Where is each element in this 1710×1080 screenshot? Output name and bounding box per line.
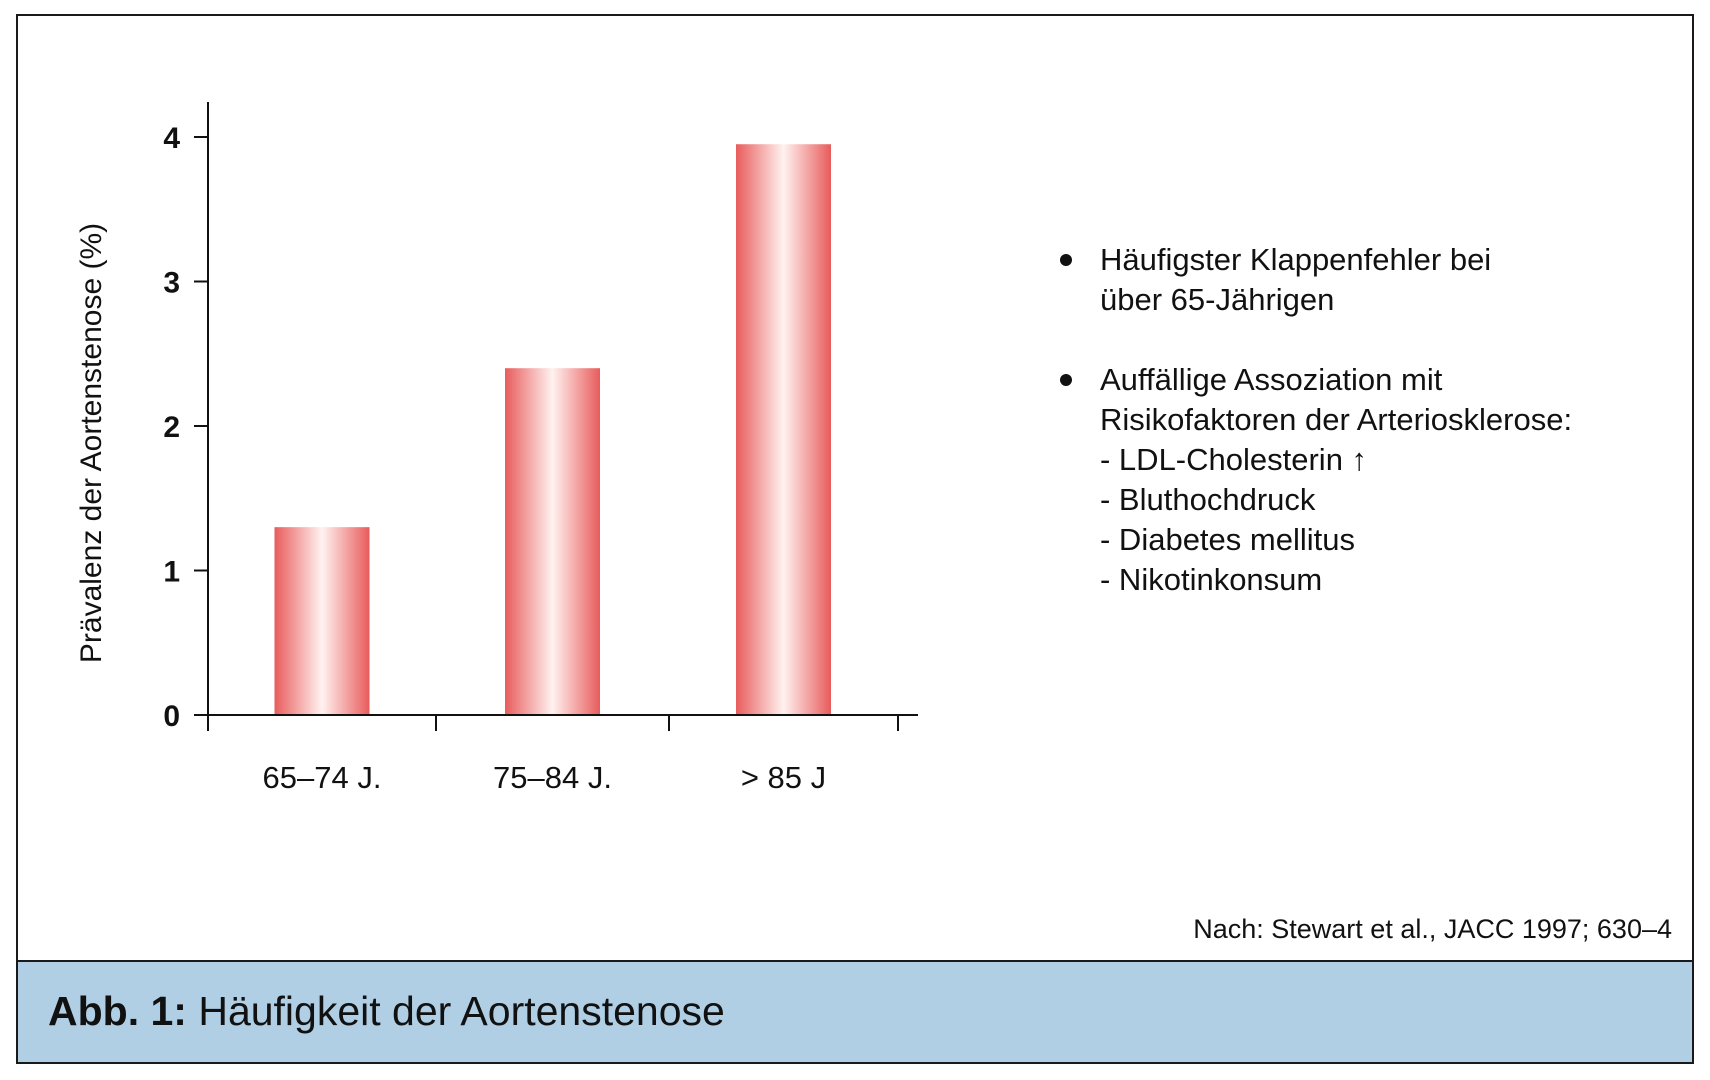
caption-text: Häufigkeit der Aortenstenose <box>186 988 725 1034</box>
bar-1 <box>274 527 370 715</box>
y-tick-label: 2 <box>163 411 180 444</box>
caption-bar: Abb. 1: Häufigkeit der Aortenstenose <box>18 960 1692 1062</box>
notes-list: Häufigster Klappenfehler bei über 65-Jäh… <box>1048 240 1668 640</box>
note-sub-item: - Diabetes mellitus <box>1100 522 1355 557</box>
note-item-2: Auffällige Assoziation mit Risikofaktore… <box>1048 360 1668 600</box>
note-sub-item: - LDL-Cholesterin ↑ <box>1100 442 1368 477</box>
source-citation: Nach: Stewart et al., JACC 1997; 630–4 <box>1193 914 1672 944</box>
bar-chart: 0 1 2 3 4 65–74 J. 75–84 J. > 85 J Prävalenz der… <box>75 102 918 795</box>
note-line: über 65-Jährigen <box>1100 282 1335 317</box>
x-tick-label: 65–74 J. <box>263 760 382 795</box>
bullet-icon <box>1060 254 1072 266</box>
y-tick-label: 3 <box>163 267 180 300</box>
note-item-1: Häufigster Klappenfehler bei über 65-Jäh… <box>1048 240 1668 320</box>
note-line: Risikofaktoren der Arteriosklerose: <box>1100 402 1573 437</box>
note-line: Auffällige Assoziation mit <box>1100 362 1443 397</box>
bar-3 <box>736 144 831 716</box>
y-tick-label: 1 <box>163 556 180 589</box>
x-tick-label: 75–84 J. <box>493 760 612 795</box>
caption-label: Abb. 1: <box>48 988 187 1034</box>
bar-2 <box>505 368 600 715</box>
y-tick-label: 4 <box>163 122 180 155</box>
y-tick-label: 0 <box>163 700 180 733</box>
note-line: Häufigster Klappenfehler bei <box>1100 242 1492 277</box>
note-sub-item: - Nikotinkonsum <box>1100 562 1323 597</box>
x-tick-label: > 85 J <box>741 760 826 795</box>
bullet-icon <box>1060 374 1072 386</box>
figure-caption: Abb. 1: Häufigkeit der Aortenstenose <box>48 988 725 1035</box>
note-sub-item: - Bluthochdruck <box>1100 482 1316 517</box>
y-axis-title: Prävalenz der Aortenstenose (%) <box>75 223 108 663</box>
figure-frame: 0 1 2 3 4 65–74 J. 75–84 J. > 85 J Prävalenz der… <box>16 14 1694 1064</box>
